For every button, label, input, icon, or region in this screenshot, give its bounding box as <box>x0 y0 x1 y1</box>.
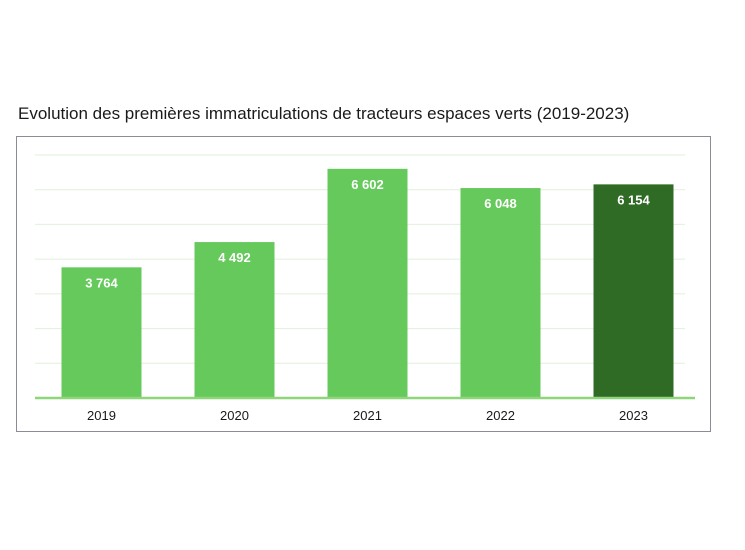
x-tick-label-2019: 2019 <box>87 408 116 423</box>
value-labels: 3 764 4 492 6 602 6 048 6 154 <box>85 177 650 291</box>
bars <box>61 168 674 398</box>
value-label-2021: 6 602 <box>351 177 384 192</box>
value-label-2019: 3 764 <box>85 275 118 290</box>
bar-2021 <box>327 168 408 398</box>
bar-2022 <box>460 188 541 398</box>
bar-2020 <box>194 242 275 398</box>
x-tick-label-2020: 2020 <box>220 408 249 423</box>
x-tick-labels: 2019 2020 2021 2022 2023 <box>87 408 648 423</box>
value-label-2022: 6 048 <box>484 196 517 211</box>
bar-2019 <box>61 267 142 398</box>
x-tick-label-2022: 2022 <box>486 408 515 423</box>
bar-2023 <box>593 184 674 398</box>
value-label-2023: 6 154 <box>617 192 650 207</box>
x-tick-label-2021: 2021 <box>353 408 382 423</box>
value-label-2020: 4 492 <box>218 250 251 265</box>
x-tick-label-2023: 2023 <box>619 408 648 423</box>
chart-title: Evolution des premières immatriculations… <box>18 104 630 123</box>
